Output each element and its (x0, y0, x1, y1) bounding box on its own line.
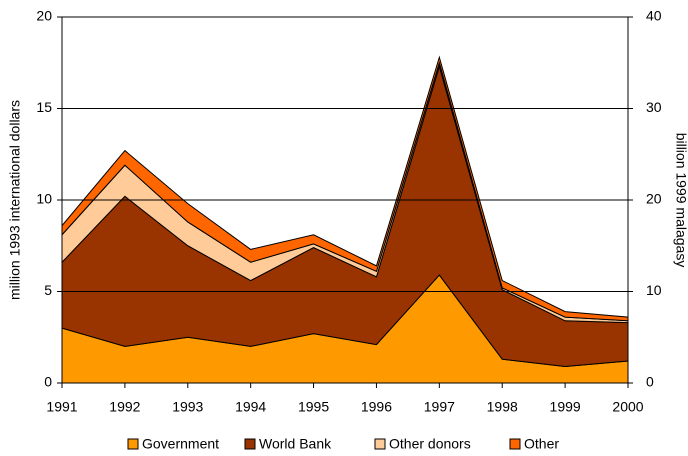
x-tick-label: 1998 (487, 399, 518, 415)
x-tick-label: 1995 (298, 399, 329, 415)
legend-swatch (509, 438, 521, 450)
y2-tick-label: 20 (646, 191, 662, 207)
x-tick-label: 1991 (46, 399, 77, 415)
x-tick-label: 1993 (172, 399, 203, 415)
area (61, 64, 629, 368)
x-tick-label: 1997 (424, 399, 455, 415)
x-tick-label: 1994 (235, 399, 266, 415)
y2-tick-label: 40 (646, 8, 662, 24)
x-tick-label: 1992 (109, 399, 140, 415)
y2-tick-label: 30 (646, 99, 662, 115)
x-tick-label: 2000 (612, 399, 643, 415)
y-tick-label: 20 (36, 8, 52, 24)
y2-tick-label: 0 (646, 374, 654, 390)
legend-label: Government (142, 436, 219, 452)
y-tick-label: 15 (36, 99, 52, 115)
y-tick-label: 10 (36, 191, 52, 207)
legend-swatch (244, 438, 256, 450)
y-tick-label: 0 (44, 374, 52, 390)
x-tick-label: 1996 (361, 399, 392, 415)
y2-tick-label: 10 (646, 282, 662, 298)
y-tick-label: 5 (44, 282, 52, 298)
y-axis-label: million 1993 international dollars (7, 100, 23, 300)
legend-label: Other donors (389, 436, 471, 452)
x-tick-label: 1999 (550, 399, 581, 415)
legend-label: World Bank (259, 436, 332, 452)
legend-label: Other (524, 436, 559, 452)
legend-swatch (374, 438, 386, 450)
legend-swatch (127, 438, 139, 450)
y2-axis-label: billion 1999 malagasy (673, 133, 688, 268)
